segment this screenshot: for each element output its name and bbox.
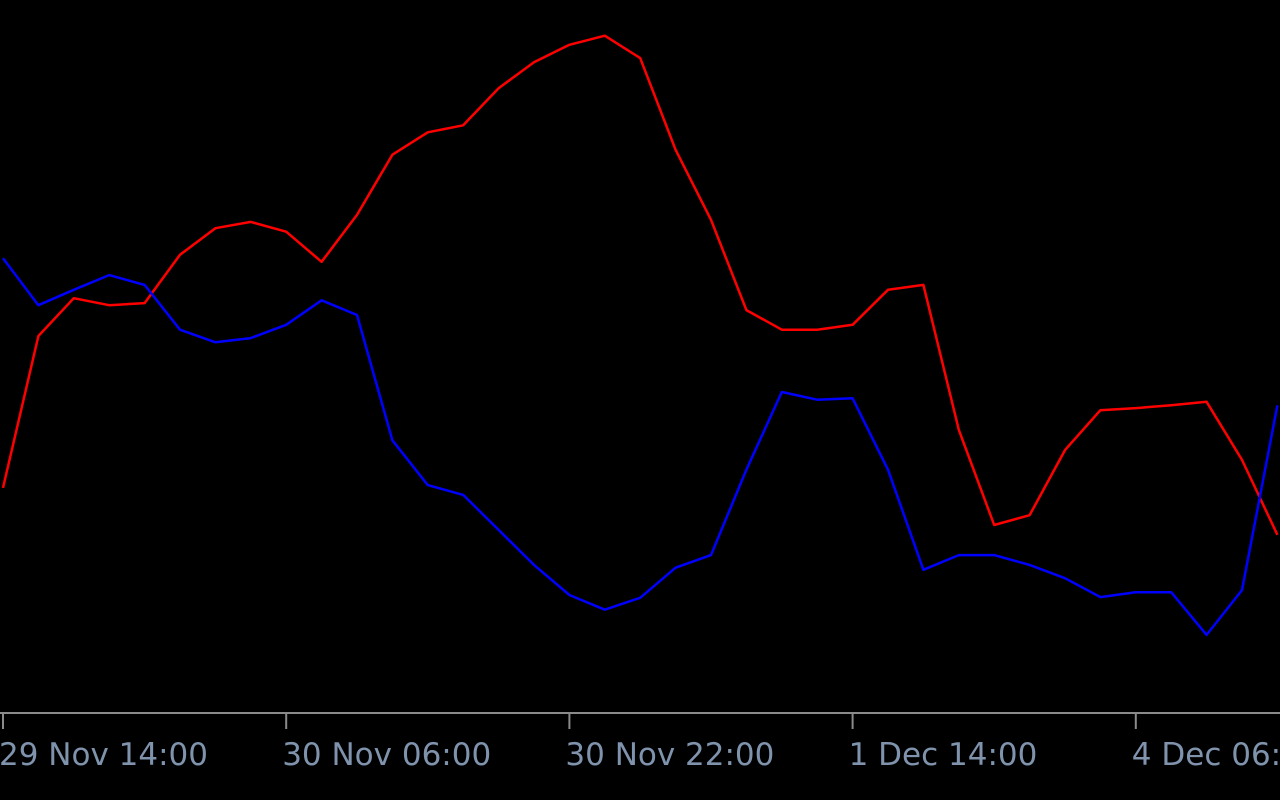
series-line	[2, 257, 1279, 637]
x-tick-label: 1 Dec 14:00	[849, 737, 1038, 773]
x-tick-label: 29 Nov 14:00	[0, 737, 208, 773]
x-tick-label: 30 Nov 06:00	[282, 737, 491, 773]
x-tick-label: 30 Nov 22:00	[565, 737, 774, 773]
series-line	[1, 34, 1279, 536]
x-tick-label: 4 Dec 06:00	[1132, 737, 1280, 773]
